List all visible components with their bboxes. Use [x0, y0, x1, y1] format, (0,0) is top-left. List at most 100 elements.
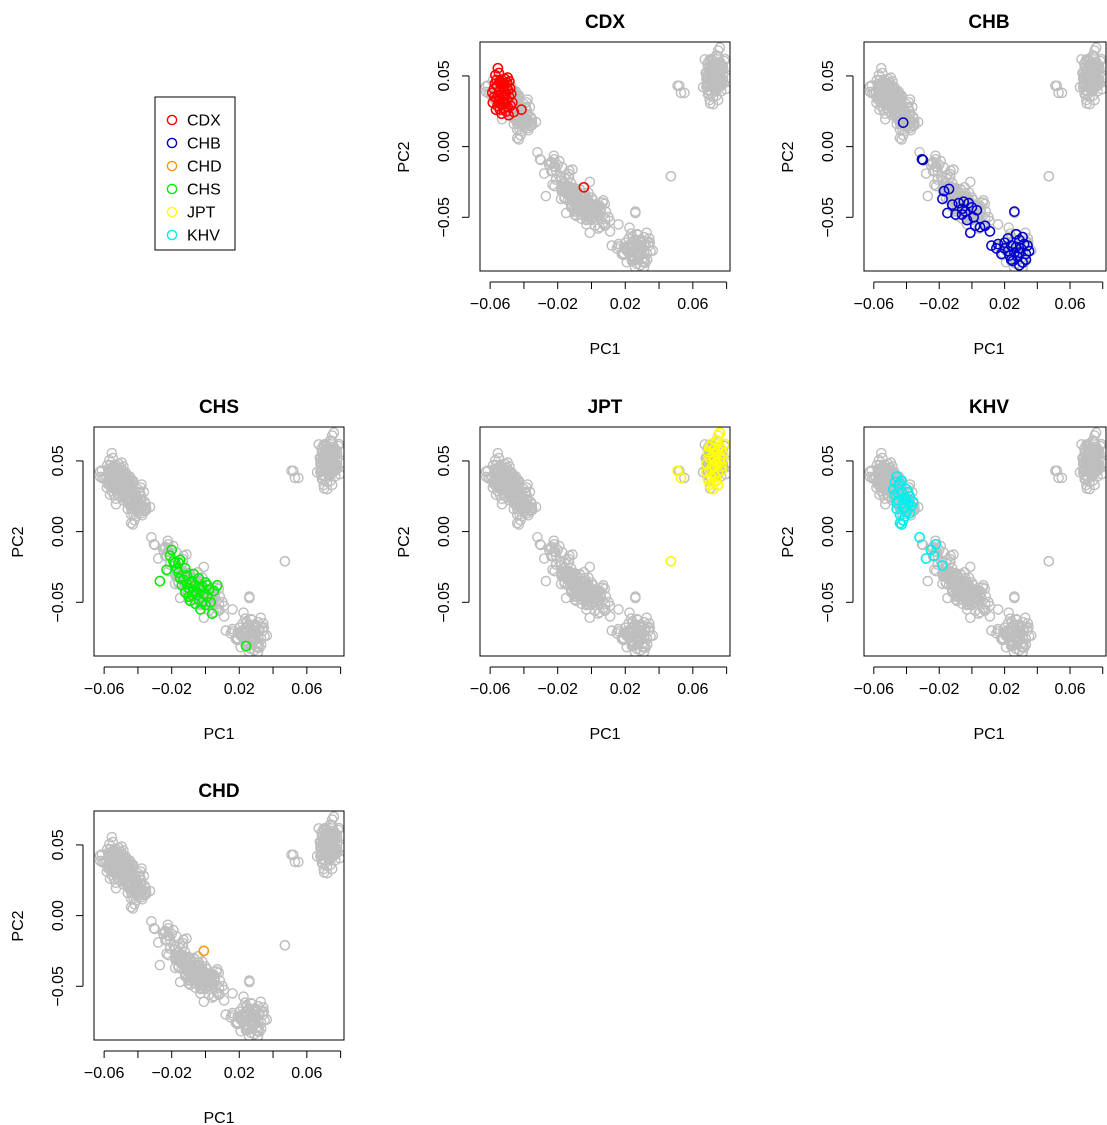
- x-tick-label: −0.02: [151, 681, 192, 698]
- point-gray: [108, 480, 119, 492]
- panel-chb: CHB −0.06 −0.02 0.02 0.06 PC1 −0.05 0.00 0.05 PC2: [780, 12, 1107, 358]
- point-gray: [613, 626, 624, 637]
- panel-chs: CHS −0.06 −0.02 0.02 0.06 PC1 −0.05 0.00 0.05 PC2: [10, 397, 345, 743]
- point-gray: [314, 452, 326, 464]
- x-tick-label: −0.02: [919, 681, 960, 698]
- point-gray: [945, 550, 956, 562]
- point-gray: [515, 494, 527, 506]
- point-gray: [1089, 430, 1100, 441]
- point-gray: [154, 959, 166, 971]
- point-chb: [964, 227, 976, 239]
- point-chb: [971, 204, 983, 216]
- point-gray: [877, 480, 888, 492]
- point-gray: [515, 109, 527, 121]
- point-gray: [239, 1012, 251, 1023]
- panel-cdx: CDX −0.06 −0.02 0.02 0.06 PC1 −0.05 0.00 0.05 PC2: [396, 12, 731, 358]
- point-khv: [937, 560, 948, 571]
- point-khv: [891, 503, 903, 515]
- x-tick-label: 0.06: [1054, 296, 1085, 313]
- point-gray: [877, 475, 888, 487]
- point-gray: [184, 969, 195, 981]
- point-gray: [932, 174, 943, 185]
- y-tick-label: −0.05: [820, 197, 837, 238]
- point-gray: [965, 561, 976, 573]
- point-gray: [102, 478, 114, 490]
- point-gray: [877, 67, 888, 79]
- point-gray: [495, 470, 506, 481]
- point-gray: [220, 625, 232, 636]
- point-gray: [1078, 72, 1090, 84]
- point-gray: [1082, 64, 1094, 75]
- point-gray: [213, 982, 225, 994]
- point-gray: [198, 561, 210, 573]
- point-chb: [950, 209, 961, 220]
- point-gray: [1011, 633, 1023, 645]
- plot-frame: [479, 426, 731, 657]
- point-gray: [635, 237, 647, 248]
- point-gray: [249, 622, 261, 634]
- point-gray: [158, 542, 170, 554]
- point-gray: [253, 1009, 264, 1020]
- point-gray: [1081, 483, 1093, 494]
- point-gray: [977, 603, 989, 614]
- point-gray: [864, 471, 876, 483]
- point-chs: [205, 596, 216, 608]
- point-gray: [624, 222, 635, 233]
- point-chb: [937, 193, 948, 205]
- point-gray: [198, 979, 209, 990]
- point-gray: [521, 501, 533, 513]
- legend-marker: [166, 183, 178, 195]
- legend-marker: [166, 137, 178, 149]
- point-chb: [942, 207, 953, 219]
- x-axis-label: PC1: [973, 726, 1004, 743]
- point-gray: [597, 218, 609, 229]
- point-gray: [107, 859, 119, 871]
- point-gray: [877, 95, 888, 107]
- point-jpt: [711, 448, 722, 460]
- point-gray: [889, 84, 900, 96]
- point-gray: [244, 976, 255, 988]
- point-gray: [701, 72, 713, 84]
- point-gray: [252, 631, 264, 643]
- point-gray: [161, 948, 172, 960]
- point-gray: [984, 611, 996, 622]
- panels: CDX −0.06 −0.02 0.02 0.06 PC1 −0.05 0.00 0.05 PC2…: [10, 12, 1107, 1125]
- point-gray: [879, 96, 890, 108]
- point-chb: [946, 199, 958, 210]
- point-gray: [606, 240, 618, 251]
- point-chb: [943, 183, 955, 195]
- point-gray: [704, 98, 716, 109]
- point-gray: [1078, 457, 1090, 469]
- x-axis: −0.06 −0.02 0.02 0.06 PC1: [84, 1050, 342, 1125]
- point-gray: [878, 85, 890, 96]
- point-chs: [186, 575, 198, 587]
- point-chs: [195, 604, 206, 615]
- point-gray: [1051, 465, 1063, 477]
- legend: CDX CHB CHD CHS JPT KHV: [154, 96, 236, 251]
- point-gray: [1005, 632, 1016, 643]
- point-chs: [200, 577, 211, 588]
- y-tick-label: 0.05: [820, 445, 837, 476]
- point-gray: [945, 171, 956, 183]
- y-tick-label: 0.00: [50, 900, 67, 931]
- point-gray: [176, 950, 188, 962]
- point-gray: [249, 1006, 261, 1018]
- point-gray: [110, 865, 121, 877]
- point-jpt: [665, 555, 677, 567]
- point-jpt: [707, 476, 719, 488]
- point-gray: [1089, 45, 1100, 56]
- point-gray: [926, 157, 938, 169]
- point-gray: [979, 213, 991, 224]
- point-gray: [599, 198, 611, 210]
- point-gray: [1056, 472, 1068, 484]
- point-gray: [930, 180, 942, 192]
- x-axis-label: PC1: [973, 341, 1004, 358]
- y-axis: −0.05 0.00 0.05 PC2: [780, 60, 854, 238]
- legend-marker: [166, 114, 178, 126]
- plot-frame: [863, 41, 1107, 272]
- point-gray: [318, 867, 330, 878]
- point-gray: [600, 604, 611, 616]
- point-cdx: [578, 181, 590, 193]
- point-gray: [107, 452, 119, 464]
- point-khv: [891, 497, 903, 509]
